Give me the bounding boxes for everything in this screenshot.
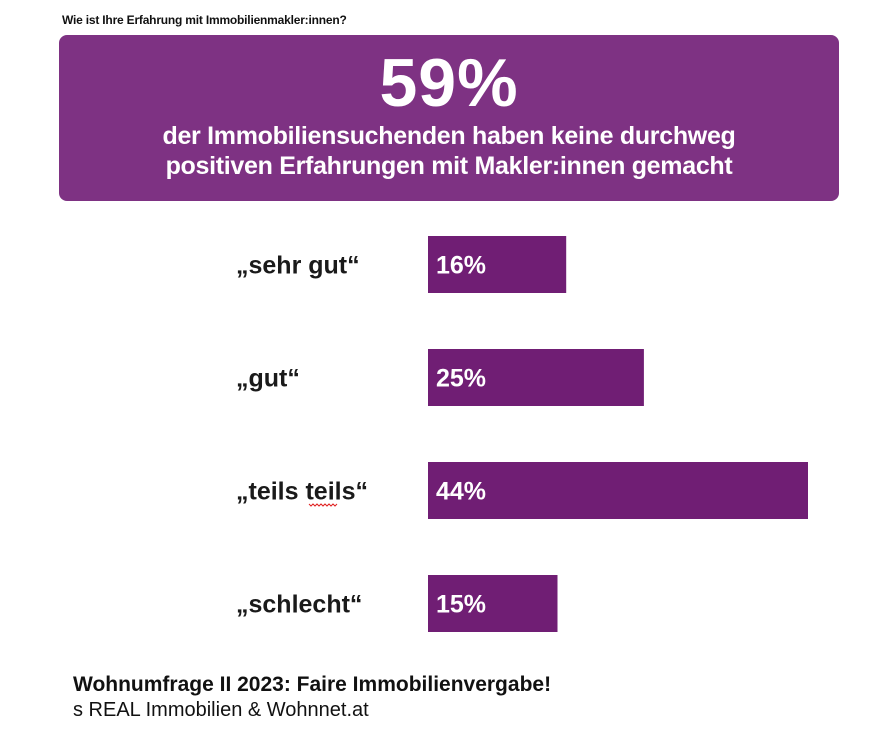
survey-question: Wie ist Ihre Erfahrung mit Immobilienmak… <box>62 13 347 27</box>
category-label-2: „teils teils“ <box>236 478 368 506</box>
bar-value-label-0: 16% <box>436 252 486 280</box>
category-label-1: „gut“ <box>236 365 300 393</box>
spellcheck-squiggle <box>308 503 338 507</box>
footer-title: Wohnumfrage II 2023: Faire Immobilienver… <box>73 673 552 696</box>
bar-1 <box>428 349 644 406</box>
headline-line-1: der Immobiliensuchenden haben keine durc… <box>162 122 736 150</box>
headline-percent: 59% <box>379 45 519 121</box>
category-label-0: „sehr gut“ <box>236 252 360 280</box>
headline-line-2: positiven Erfahrungen mit Makler:innen g… <box>165 152 733 180</box>
bar-0 <box>428 236 567 293</box>
bar-value-label-1: 25% <box>436 365 486 393</box>
bar-value-label-3: 15% <box>436 591 486 619</box>
footer-source: s REAL Immobilien & Wohnnet.at <box>73 699 369 721</box>
headline-box: 59% der Immobiliensuchenden haben keine … <box>59 35 839 201</box>
bar-3 <box>428 575 558 632</box>
bar-value-label-2: 44% <box>436 478 486 506</box>
headline-text: der Immobiliensuchenden haben keine durc… <box>59 121 839 181</box>
category-label-3: „schlecht“ <box>236 591 362 619</box>
bar-2 <box>428 462 808 519</box>
